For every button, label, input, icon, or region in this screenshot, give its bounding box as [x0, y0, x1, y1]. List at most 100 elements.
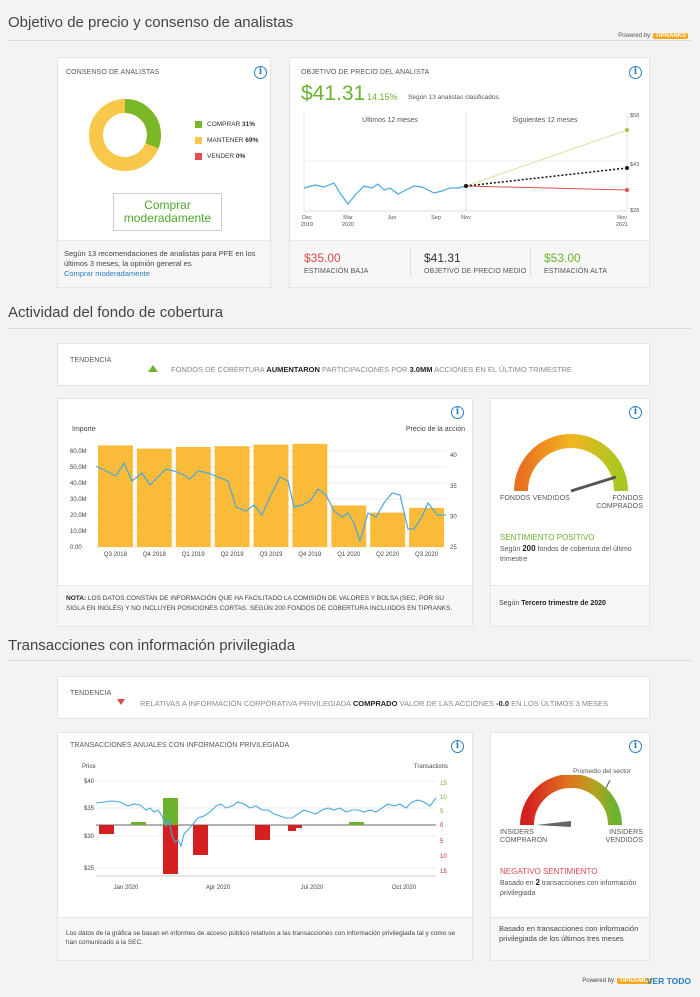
x-tick: Q4 2019 [298, 552, 322, 558]
insider-sentiment-gauge [520, 775, 622, 827]
hedge-gauge-card: i FONDOS VENDIDOS FONDOS COMPRADOS SENTI… [490, 398, 650, 627]
x-tick: Q2 2020 [376, 552, 400, 558]
legend-item-hold: MANTENER 69% [195, 132, 258, 148]
desc-text: Basado en [500, 880, 534, 887]
x-tick-label: Sep [431, 215, 441, 221]
price-history-line [303, 182, 467, 205]
hedge-trend-text: FONDOS DE COBERTURA AUMENTARON PARTICIPA… [171, 365, 572, 374]
x-tick: Q3 2019 [259, 552, 283, 558]
insider-sentiment: NEGATIVO SENTIMIENTO [500, 867, 598, 876]
trend-text-part: RELATIVAS A INFORMACIÓN CORPORATIVA PRIV… [140, 699, 351, 708]
y-tick: 40.0M [70, 481, 87, 487]
divider [8, 660, 692, 661]
stat-average-value: $41.31 [424, 251, 461, 265]
bar [409, 507, 444, 547]
y2-tick: 25 [450, 545, 457, 551]
y-tick: 30.0M [70, 497, 87, 503]
y2-tick: 5 [440, 809, 444, 815]
past-12-months-label: Últimos 12 meses [362, 115, 418, 124]
sell-bar [255, 825, 270, 840]
info-icon[interactable]: i [451, 406, 464, 419]
x-tick: Q4 2018 [143, 552, 167, 558]
price-target-chart: Últimos 12 meses Siguientes 12 meses $58… [301, 113, 639, 228]
stat-high: $53.00 ESTIMACIÓN ALTA [544, 251, 607, 275]
gauge-left-label: INSIDERS COMPRARON [500, 829, 548, 844]
y-tick: 50.0M [70, 465, 87, 471]
price-target-change: 14.15% [367, 92, 398, 102]
hedge-sentiment-gauge [514, 434, 628, 493]
x-tick: Jul 2020 [301, 885, 324, 891]
legend-pct: 31% [242, 120, 256, 128]
desc-text: transacciones con información privilegia… [500, 880, 637, 897]
y2-tick: 0 [440, 823, 444, 829]
high-estimate-dot [625, 128, 629, 132]
x-tick: Q3 2018 [104, 552, 128, 558]
bar [136, 448, 172, 547]
trend-text-bold: 3.0MM [409, 365, 433, 374]
y2-tick: 30 [450, 514, 457, 520]
stat-low: $35.00 ESTIMACIÓN BAJA [304, 251, 369, 275]
legend-item-buy: COMPRAR 31% [195, 116, 258, 132]
desc-text: Según [500, 546, 521, 553]
x-tick: Q1 2020 [337, 552, 361, 558]
sell-bar [193, 825, 208, 855]
x-tick: Q2 2019 [221, 552, 245, 558]
consensus-rating-button[interactable]: Comprar moderadamente [113, 193, 222, 231]
insider-chart-card: TRANSACCIONES ANUALES CON INFORMACIÓN PR… [57, 732, 473, 961]
section-title-insider: Transacciones con información privilegia… [8, 637, 296, 654]
y2-tick: 40 [450, 453, 457, 459]
trend-text-bold: COMPRADO [352, 699, 398, 708]
info-icon[interactable]: i [629, 406, 642, 419]
next-12-months-label: Siguientes 12 meses [513, 117, 578, 124]
gauge-right-label: INSIDERS VENDIDOS [605, 829, 643, 844]
hedge-sentiment-desc: Según 200 fondos de cobertura del último… [500, 544, 645, 565]
stat-high-label: ESTIMACIÓN ALTA [544, 268, 608, 275]
sell-bar [99, 825, 114, 834]
bar [370, 512, 406, 547]
up-arrow-icon [148, 365, 158, 372]
desc-number: 2 [535, 878, 540, 887]
legend-item-sell: VENDER 0% [195, 148, 258, 164]
trend-text-bold: -0.0 [496, 699, 510, 708]
price-target-value: $41.31 [301, 82, 366, 105]
desc-number: 200 [522, 544, 536, 553]
insider-price-line [95, 797, 437, 848]
stat-low-label: ESTIMACIÓN BAJA [304, 268, 369, 275]
y2-tick: 15 [440, 869, 447, 875]
trend-text-part: PARTICIPACIONES POR [322, 365, 408, 374]
info-icon[interactable]: i [451, 740, 464, 753]
bar [331, 505, 367, 547]
hedge-chart-note: NOTA: LOS DATOS CONSTAN DE INFORMACIÓN Q… [58, 585, 472, 626]
hedge-gauge-footer: Según Tercero trimestre de 2020 [491, 585, 649, 626]
x-tick: Oct 2020 [392, 885, 417, 891]
y-tick: $35 [84, 806, 95, 812]
consensus-footer-link[interactable]: Comprar moderadamente [64, 269, 150, 278]
y-tick: $25 [84, 866, 95, 872]
note-bold: NOTA: [66, 595, 87, 602]
legend-pct: 69% [245, 136, 259, 144]
consensus-title: CONSENSO DE ANALISTAS [66, 69, 160, 76]
footer-bold: Tercero trimestre de 2020 [521, 600, 606, 607]
consensus-footer-text: Según 13 recomendaciones de analistas pa… [64, 249, 256, 268]
x-tick-label: Mar [343, 215, 353, 221]
trend-text-part: VALOR DE LAS ACCIONES [399, 699, 495, 708]
sell-bar [288, 825, 296, 831]
info-icon[interactable]: i [629, 66, 642, 79]
tipranks-logo: TIPRANKS [617, 978, 652, 984]
hedge-bar-chart: Importe Precio de la acción 60.0M 50.0M 40… [70, 426, 465, 558]
view-all-link[interactable]: VER TODO [646, 976, 691, 986]
hedge-trend-card: TENDENCIA FONDOS DE COBERTURA AUMENTARON… [57, 343, 650, 386]
price-target-stats: $35.00 ESTIMACIÓN BAJA $41.31 OBJETIVO D… [290, 240, 649, 287]
y-tick: 10.0M [70, 529, 87, 535]
info-icon[interactable]: i [254, 66, 267, 79]
bottom-powered-by: Powered by: TIPRANKS [582, 978, 652, 984]
current-price-dot [464, 184, 468, 188]
legend-swatch-sell [195, 152, 202, 160]
donut-buy-slice [89, 99, 161, 171]
hedge-trend-label: TENDENCIA [70, 357, 112, 364]
info-icon[interactable]: i [629, 740, 642, 753]
gauge-needle [536, 821, 571, 827]
y-label-high: $58 [630, 113, 639, 119]
buy-bar [131, 822, 146, 825]
y2-tick: 5 [440, 839, 444, 845]
